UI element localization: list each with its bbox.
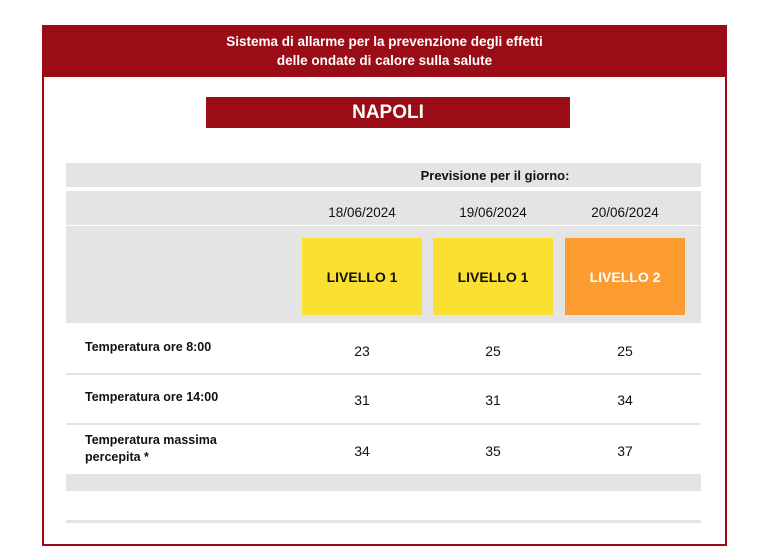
day-date: 19/06/2024 bbox=[459, 205, 527, 220]
table-footer-row bbox=[66, 474, 701, 491]
day-date: 18/06/2024 bbox=[328, 205, 396, 220]
table-cell: 31 bbox=[354, 392, 370, 408]
table-cell: 34 bbox=[617, 392, 633, 408]
header-title-line1: Sistema di allarme per la prevenzione de… bbox=[226, 34, 543, 49]
table-cell: 35 bbox=[485, 443, 501, 459]
forecast-label: Previsione per il giorno: bbox=[420, 168, 570, 183]
alert-level-badge: LIVELLO 1 bbox=[302, 238, 422, 315]
table-cell: 25 bbox=[617, 343, 633, 359]
header-title-line2: delle ondate di calore sulla salute bbox=[276, 53, 493, 68]
table-cell: 37 bbox=[617, 443, 633, 459]
row-divider bbox=[66, 423, 701, 425]
table-cell: 34 bbox=[354, 443, 370, 459]
table-cell: 25 bbox=[485, 343, 501, 359]
alert-level-badge: LIVELLO 1 bbox=[433, 238, 553, 315]
row-label-line: Temperatura massima bbox=[85, 433, 217, 447]
date-row-bg bbox=[66, 191, 701, 225]
table-cell: 23 bbox=[354, 343, 370, 359]
bulletin-header: Sistema di allarme per la prevenzione de… bbox=[42, 25, 727, 77]
section-divider bbox=[66, 520, 701, 523]
forecast-header-row bbox=[66, 163, 701, 187]
row-label-temp-8: Temperatura ore 8:00 bbox=[85, 340, 212, 354]
row-label-perceived-max: Temperatura massima percepita * bbox=[85, 432, 285, 466]
row-label-temp-14: Temperatura ore 14:00 bbox=[85, 390, 219, 404]
city-title: NAPOLI bbox=[206, 97, 570, 128]
row-label-line: percepita * bbox=[85, 450, 149, 464]
alert-level-badge: LIVELLO 2 bbox=[565, 238, 685, 315]
day-date: 20/06/2024 bbox=[591, 205, 659, 220]
table-cell: 31 bbox=[485, 392, 501, 408]
row-divider bbox=[66, 373, 701, 375]
